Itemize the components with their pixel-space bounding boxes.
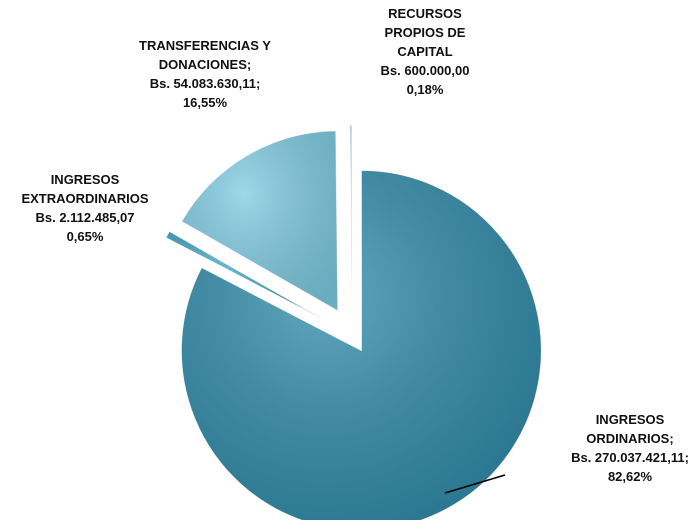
label-category: TRANSFERENCIAS Y DONACIONES; [139,38,271,72]
label-category: INGRESOS EXTRAORDINARIOS [21,172,149,206]
label-percent: 0,65% [66,229,104,244]
data-label: RECURSOS PROPIOS DE CAPITAL Bs. 600.000,0… [370,4,480,99]
label-amount: Bs. 54.083.630,11; [149,76,261,91]
data-label: TRANSFERENCIAS Y DONACIONES; Bs. 54.083.6… [120,36,290,112]
leader-line [444,474,506,494]
label-percent: 0,18% [406,82,444,97]
label-amount: Bs. 2.112.485,07 [35,210,135,225]
data-label: INGRESOS ORDINARIOS; Bs. 270.037.421,11; 8… [555,410,699,486]
label-percent: 16,55% [182,95,228,110]
label-amount: Bs. 600.000,00 [380,63,470,78]
label-percent: 82,62% [607,469,653,484]
data-label: INGRESOS EXTRAORDINARIOS Bs. 2.112.485,07… [10,170,160,246]
label-category: INGRESOS ORDINARIOS; [586,412,674,446]
slice-shade [165,231,326,321]
label-amount: Bs. 270.037.421,11; [571,450,689,465]
slice-shade [181,170,542,520]
slice-shade [349,125,352,306]
slice-shade [181,130,338,311]
label-category: RECURSOS PROPIOS DE CAPITAL [384,6,466,59]
